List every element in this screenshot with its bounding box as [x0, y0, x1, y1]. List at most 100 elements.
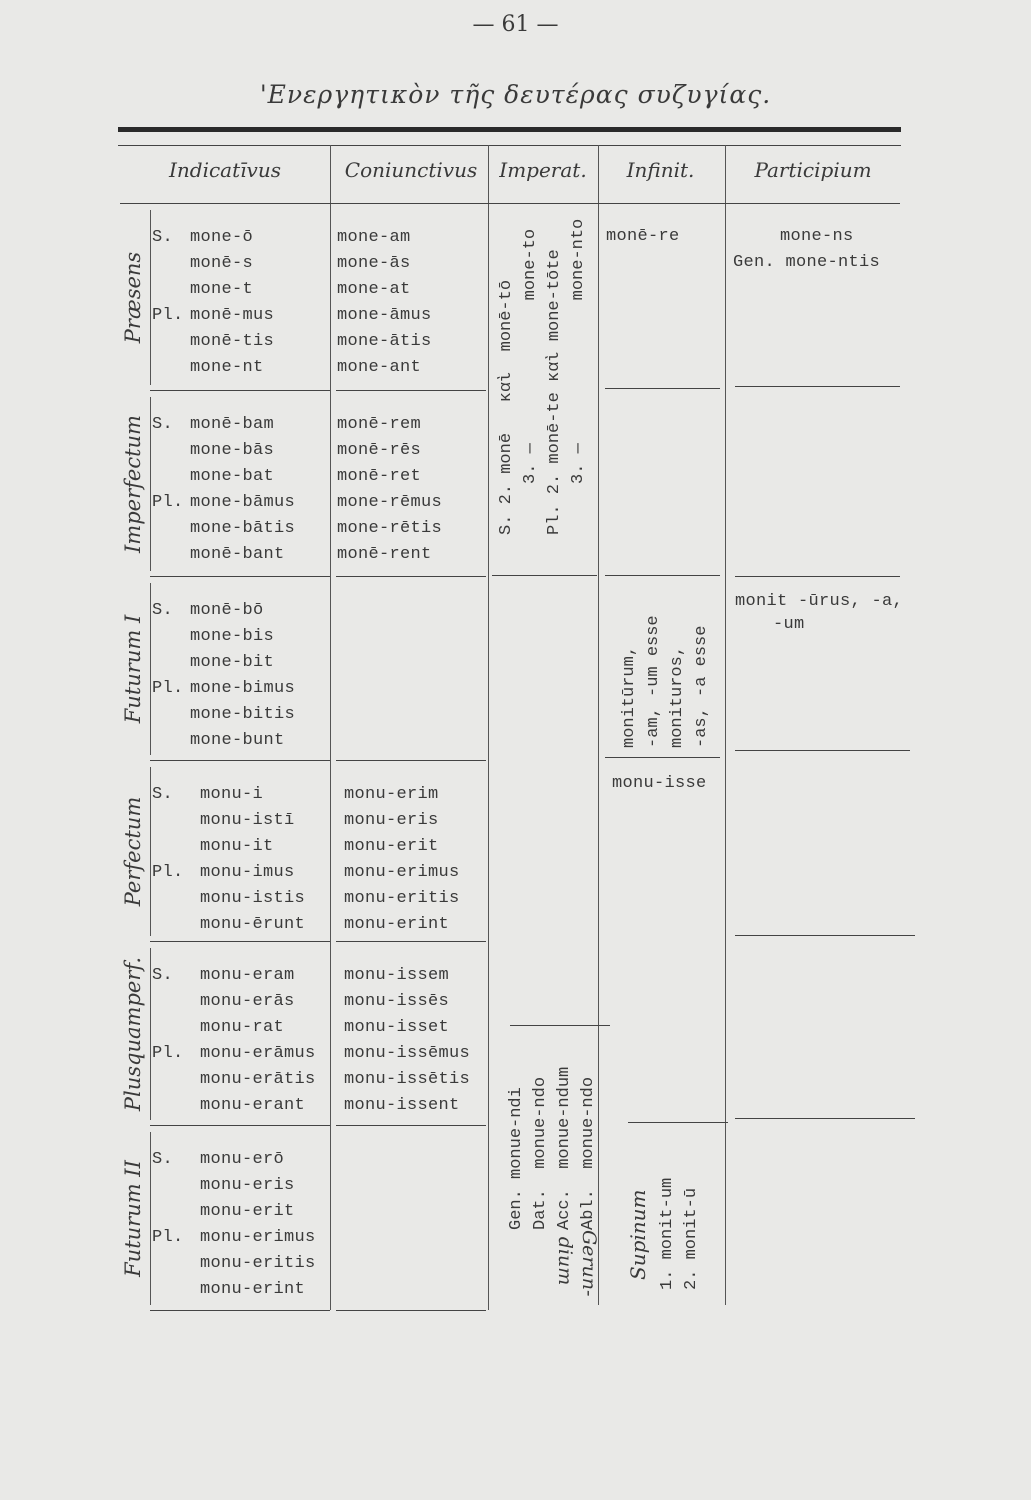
indicative-form: mone-ō — [190, 228, 254, 247]
subjunctive-form: mone-ātis — [337, 332, 432, 351]
gerund-label: dium — [554, 1236, 576, 1286]
indicative-form: mone-bās — [190, 441, 275, 460]
supine-label: Supinum — [626, 1189, 650, 1280]
subjunctive-form: monu-eris — [344, 811, 439, 830]
subjunctive-form: mone-rēmus — [337, 493, 443, 512]
imperative-line: 3. — mone-to — [521, 228, 540, 535]
indicative-form: monu-eram — [200, 966, 295, 985]
number-label: Pl. — [152, 306, 184, 325]
indicative-form: monu-ērunt — [200, 915, 306, 934]
subjunctive-form: mone-ās — [337, 254, 411, 273]
indicative-form: mone-bat — [190, 467, 275, 486]
indicative-form: mone-nt — [190, 358, 264, 377]
row-rule — [336, 760, 486, 761]
subjunctive-form: mone-āmus — [337, 306, 432, 325]
gerund-block: Gerun- dium Gen. monue-ndi Dat. monue-nd… — [505, 1030, 615, 1297]
indicative-form: mone-bit — [190, 653, 275, 672]
subjunctive-form: monu-issem — [344, 966, 450, 985]
subjunctive-form: monu-eritis — [344, 889, 460, 908]
infinitive-future-line: -am, -um esse — [644, 615, 663, 748]
indicative-form: monu-erant — [200, 1096, 306, 1115]
row-rule — [150, 576, 330, 577]
subjunctive-form: monē-rem — [337, 415, 422, 434]
subjunctive-form: monē-rent — [337, 545, 432, 564]
indicative-form: monē-tis — [190, 332, 275, 351]
tense-label: Imperfectum — [121, 415, 145, 553]
number-label: S. — [152, 966, 174, 985]
indicative-form: monu-eris — [200, 1176, 295, 1195]
indicative-form: monu-istis — [200, 889, 306, 908]
header-bottom-rule — [120, 203, 900, 204]
participle-future: monit -ūrus, -a, — [735, 592, 904, 611]
subjunctive-form: monu-issēs — [344, 992, 450, 1011]
tense-divider — [150, 397, 151, 571]
tense-divider — [150, 210, 151, 385]
infinitive-present: monē-re — [606, 227, 680, 246]
partic-rule — [735, 386, 900, 387]
tense-label-box: Futurum II — [116, 1127, 150, 1310]
infinitive-future-line: monituros, — [668, 645, 687, 748]
number-label: S. — [152, 1150, 174, 1169]
tense-label-box: Imperfectum — [116, 392, 150, 576]
indicative-form: monu-erās — [200, 992, 295, 1011]
column-rule — [330, 145, 331, 1310]
row-rule — [336, 390, 486, 391]
gerund-form: Gen. monue-ndi — [507, 1087, 526, 1230]
tense-label: Plusquamperf. — [121, 956, 145, 1112]
imperative-line: S. 2. monē καὶ monē-tō — [497, 279, 516, 535]
header-imperative: Imperat. — [499, 158, 587, 182]
top-rule — [118, 127, 901, 132]
participle-present-gen: Gen. mone-ntis — [733, 253, 881, 272]
partic-rule — [735, 935, 915, 936]
indicative-form: monu-erō — [200, 1150, 285, 1169]
tense-label: Perfectum — [121, 796, 145, 907]
number-label: S. — [152, 785, 174, 804]
subjunctive-form: mone-am — [337, 228, 411, 247]
number-label: Pl. — [152, 493, 184, 512]
header-participle: Participium — [754, 158, 872, 182]
number-label: Pl. — [152, 1044, 184, 1063]
gerund-form: Acc. monue-ndum — [555, 1066, 574, 1230]
subjunctive-form: monu-erit — [344, 837, 439, 856]
subjunctive-form: monu-isset — [344, 1018, 450, 1037]
indicative-form: monē-mus — [190, 306, 275, 325]
tense-label-box: Plusquamperf. — [116, 943, 150, 1125]
tense-label-box: Perfectum — [116, 762, 150, 941]
partic-rule — [735, 1118, 915, 1119]
subjunctive-form: monu-erim — [344, 785, 439, 804]
subjunctive-form: monu-issētis — [344, 1070, 471, 1089]
row-rule — [336, 941, 486, 942]
indicative-form: mone-t — [190, 280, 254, 299]
indicative-form: monu-i — [200, 785, 264, 804]
infinitive-future-line: -as, -a esse — [692, 625, 711, 748]
infinitive-perfect: monu-isse — [612, 774, 707, 793]
indicative-form: monu-erint — [200, 1280, 306, 1299]
indicative-form: monu-rat — [200, 1018, 285, 1037]
tense-divider — [150, 948, 151, 1120]
infinitive-future-line: monitūrum, — [620, 645, 639, 748]
number-label: S. — [152, 415, 174, 434]
page-title: 'Ενεργητικὸν τῆς δευτέρας συζυγίας. — [259, 80, 772, 109]
row-rule — [336, 1125, 486, 1126]
page-number: — 61 — — [472, 12, 559, 37]
header-indicative: Indicatīvus — [169, 158, 281, 182]
indicative-form: monu-eritis — [200, 1254, 316, 1273]
subjunctive-form: monē-rēs — [337, 441, 422, 460]
header-rule — [118, 145, 901, 146]
indicative-form: mone-bimus — [190, 679, 296, 698]
participle-future-um: -um — [773, 615, 805, 634]
supine-form: 2. monit-ū — [682, 1187, 701, 1290]
tense-label-box: Præsens — [116, 205, 150, 390]
tense-divider — [150, 1132, 151, 1305]
indicative-form: monē-s — [190, 254, 254, 273]
indicative-form: mone-bātis — [190, 519, 296, 538]
imperative-line: 3. — mone-nto — [569, 218, 588, 535]
imperative-block: S. 2. monē καὶ monē-tō 3. — mone-to Pl. … — [495, 205, 595, 535]
subjunctive-form: mone-rētis — [337, 519, 443, 538]
indicative-form: mone-bunt — [190, 731, 285, 750]
gerund-form: Abl. monue-ndo — [579, 1076, 598, 1230]
infinitive-future: monitūrum, -am, -um esse monituros, -as,… — [618, 578, 723, 748]
supine-form: 1. monit-um — [658, 1177, 677, 1290]
number-label: S. — [152, 601, 174, 620]
indicative-form: monu-erit — [200, 1202, 295, 1221]
